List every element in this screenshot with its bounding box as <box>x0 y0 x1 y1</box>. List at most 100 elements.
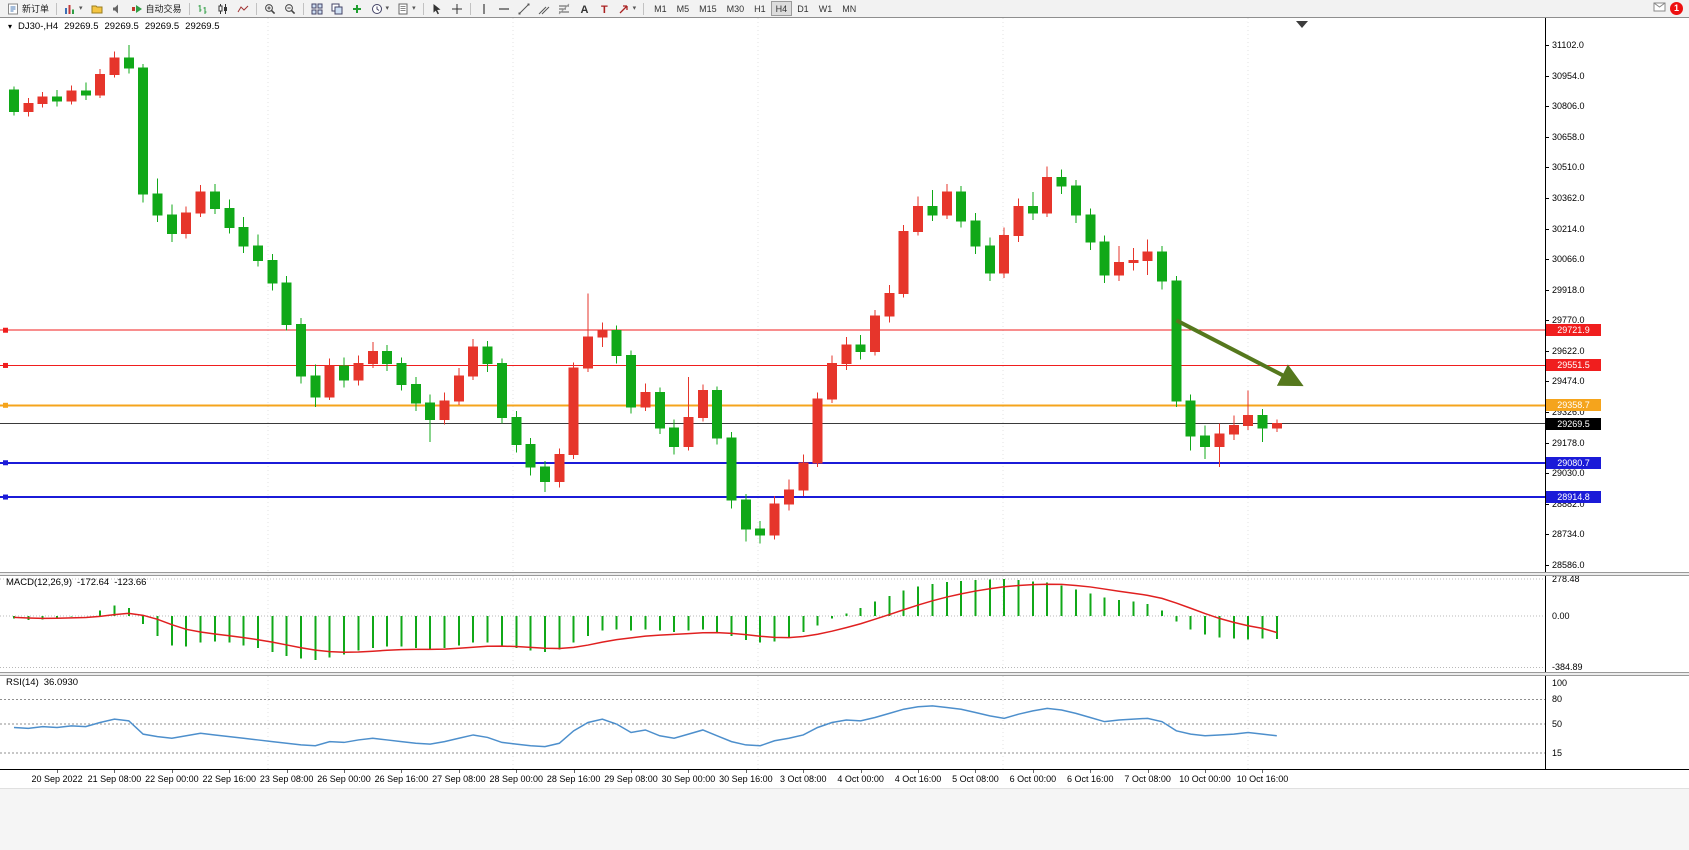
one-click-trading-toggle[interactable]: ▾ <box>8 21 13 31</box>
price-axis[interactable]: 31102.0 30954.0 30806.0 30658.0 30510.0 30362… <box>1545 18 1689 769</box>
candle-body <box>410 383 421 404</box>
price-axis-label: 28586.0 <box>1552 560 1585 570</box>
time-axis-tick <box>573 770 575 773</box>
price-axis-tick <box>1546 75 1549 77</box>
time-label: 3 Oct 08:00 <box>779 774 827 784</box>
notification-badge[interactable]: 1 <box>1670 2 1683 15</box>
new-order-button[interactable]: 新订单 <box>3 1 53 16</box>
candle-body <box>1099 241 1110 276</box>
profiles-button[interactable] <box>87 1 107 16</box>
arrow-annotation[interactable] <box>1175 318 1304 387</box>
chevron-down-icon: ▾ <box>79 5 83 12</box>
price-axis-tick <box>1546 45 1549 46</box>
candle-body <box>898 230 909 294</box>
candle-body <box>1200 435 1211 447</box>
price-axis-tick <box>1546 289 1549 291</box>
cascade-windows-button[interactable] <box>327 1 347 16</box>
price-axis-label: 29178.0 <box>1552 437 1585 448</box>
time-axis-tick <box>458 770 460 773</box>
tf-button-m15[interactable]: M15 <box>694 1 722 16</box>
rsi-axis-label: 50 <box>1552 719 1563 730</box>
hline-anchor[interactable] <box>3 402 8 408</box>
candle-body <box>339 365 350 381</box>
tf-button-h4[interactable]: H4 <box>770 1 793 16</box>
macd-panel-canvas[interactable] <box>0 576 1545 672</box>
hline-anchor[interactable] <box>3 327 8 333</box>
hline-anchor[interactable] <box>3 460 8 466</box>
candle-body <box>80 90 91 96</box>
chart-window-button[interactable]: ▾ <box>60 1 87 16</box>
candle-body <box>181 212 192 234</box>
price-axis-tick <box>1546 167 1549 169</box>
candle-body <box>626 354 637 408</box>
zoom-in-icon <box>264 3 276 15</box>
time-label: 23 Sep 08:00 <box>259 774 314 784</box>
macd-axis-label: 0.00 <box>1552 611 1570 621</box>
price-axis-tick <box>1546 565 1549 566</box>
time-label: 5 Oct 08:00 <box>952 774 999 784</box>
zoom-in-button[interactable] <box>260 1 280 16</box>
candlestick-type-button[interactable] <box>213 1 233 16</box>
cursor-button[interactable] <box>427 1 447 16</box>
crosshair-button[interactable] <box>447 1 467 16</box>
candle-body <box>697 390 708 418</box>
candle-body <box>138 67 149 195</box>
text-label-button[interactable]: T <box>594 1 614 16</box>
text-button[interactable]: A <box>574 1 594 16</box>
arrows-button[interactable]: ▾ <box>614 1 641 16</box>
periods-button[interactable]: ▾ <box>367 1 394 16</box>
time-label: 30 Sep 00:00 <box>661 774 716 784</box>
hline-anchor[interactable] <box>3 362 8 368</box>
time-label: 26 Sep 16:00 <box>374 774 429 784</box>
price-tag: 29269.5 <box>1546 417 1601 430</box>
trendline-button[interactable] <box>514 1 534 16</box>
tf-button-m5[interactable]: M5 <box>672 1 695 16</box>
price-axis-label: 29770.0 <box>1552 315 1585 326</box>
time-axis[interactable]: 20 Sep 2022 21 Sep 08:00 22 Sep 00:00 22 Se… <box>0 770 1689 788</box>
tf-button-m30[interactable]: M30 <box>722 1 750 16</box>
chart-shift-marker[interactable] <box>1296 21 1308 28</box>
hline-anchor[interactable] <box>3 494 8 500</box>
time-label: 27 Sep 08:00 <box>432 774 486 784</box>
auto-trading-button[interactable]: 自动交易 <box>127 1 186 16</box>
bar-chart-type-button[interactable] <box>193 1 213 16</box>
time-axis-tick <box>688 770 690 773</box>
tf-button-mn[interactable]: MN <box>837 1 861 16</box>
price-axis-tick <box>1546 442 1549 444</box>
candle-body <box>941 191 952 216</box>
time-axis-tick <box>1147 770 1149 773</box>
main-chart-canvas[interactable] <box>0 18 1545 572</box>
bar-chart-type-icon <box>197 3 209 15</box>
candle-body <box>611 330 622 356</box>
candle-body <box>554 454 565 483</box>
candle-body <box>640 392 651 408</box>
tf-button-h1[interactable]: H1 <box>749 1 771 16</box>
rsi-axis-label: 100 <box>1552 677 1568 688</box>
horizontal-line-button[interactable] <box>494 1 514 16</box>
tile-windows-button[interactable] <box>307 1 327 16</box>
templates-button[interactable]: ▾ <box>393 1 420 16</box>
channel-button[interactable] <box>534 1 554 16</box>
candle-body <box>425 402 436 420</box>
alerts-button[interactable] <box>107 1 127 16</box>
price-axis-tick <box>1546 381 1549 383</box>
tf-button-m1[interactable]: M1 <box>649 1 672 16</box>
time-label: 10 Oct 00:00 <box>1179 774 1231 784</box>
panel-splitter[interactable] <box>0 672 1689 676</box>
candle-body <box>539 466 550 483</box>
indicators-button[interactable] <box>347 1 367 16</box>
news-icon[interactable] <box>1653 0 1666 18</box>
panel-splitter[interactable] <box>0 572 1689 576</box>
time-axis-tick <box>631 770 633 773</box>
zoom-out-button[interactable] <box>280 1 300 16</box>
candle-body <box>826 363 837 400</box>
rsi-panel-canvas[interactable] <box>0 676 1545 769</box>
window-bottom-area <box>0 788 1689 850</box>
fibonacci-button[interactable] <box>554 1 574 16</box>
vertical-line-button[interactable] <box>474 1 494 16</box>
line-chart-type-button[interactable] <box>233 1 253 16</box>
tf-button-w1[interactable]: W1 <box>814 1 838 16</box>
time-axis-tick <box>860 770 862 773</box>
tf-button-d1[interactable]: D1 <box>792 1 814 16</box>
